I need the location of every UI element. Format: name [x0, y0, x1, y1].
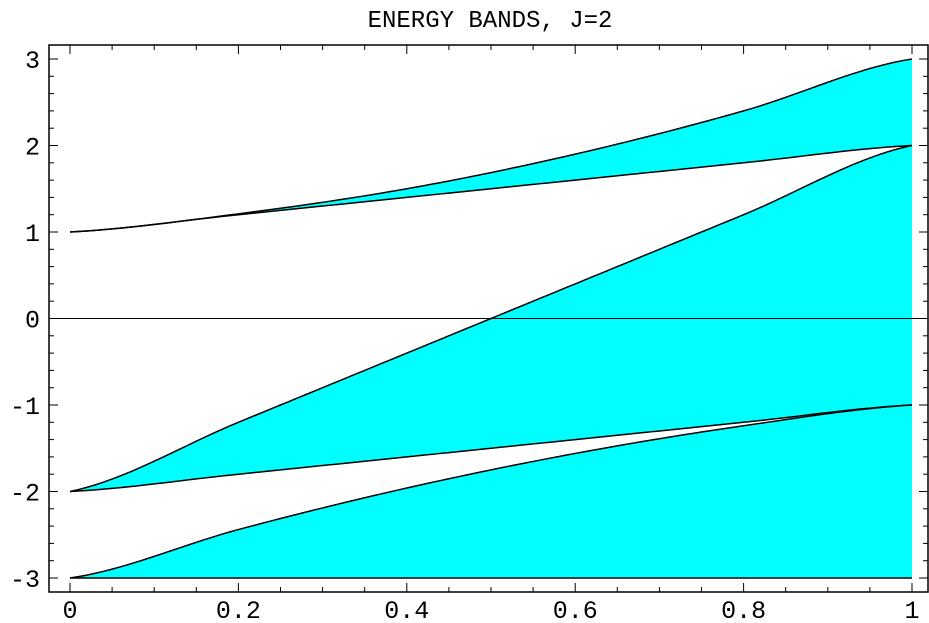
chart-title: ENERGY BANDS, J=2	[368, 8, 613, 35]
x-tick-label: 1	[904, 597, 919, 623]
y-tick-label: -1	[10, 393, 40, 422]
x-tick-label: 0	[62, 597, 77, 623]
x-tick-label: 0.6	[553, 597, 598, 623]
y-tick-label: -3	[10, 566, 40, 595]
y-tick-label: -2	[10, 480, 40, 509]
band-1-upper-curve	[69, 58, 913, 233]
band-1-fill	[70, 59, 912, 232]
x-tick-label: 0.2	[216, 597, 261, 623]
y-tick-label: 0	[25, 307, 40, 336]
y-tick-label: 1	[25, 220, 40, 249]
y-tick-label: 3	[25, 47, 40, 76]
band-2-lower-curve	[69, 404, 913, 493]
x-tick-label: 0.8	[721, 597, 766, 623]
x-tick-label: 0.4	[384, 597, 429, 623]
y-tick-label: 2	[25, 134, 40, 163]
band-3-fill	[70, 405, 912, 578]
band-3-upper-curve	[69, 404, 913, 579]
axes-layer: 3 2 1 0 -1 -2 -3 0 0.2 0.4 0.6 0.8 1	[10, 44, 929, 623]
